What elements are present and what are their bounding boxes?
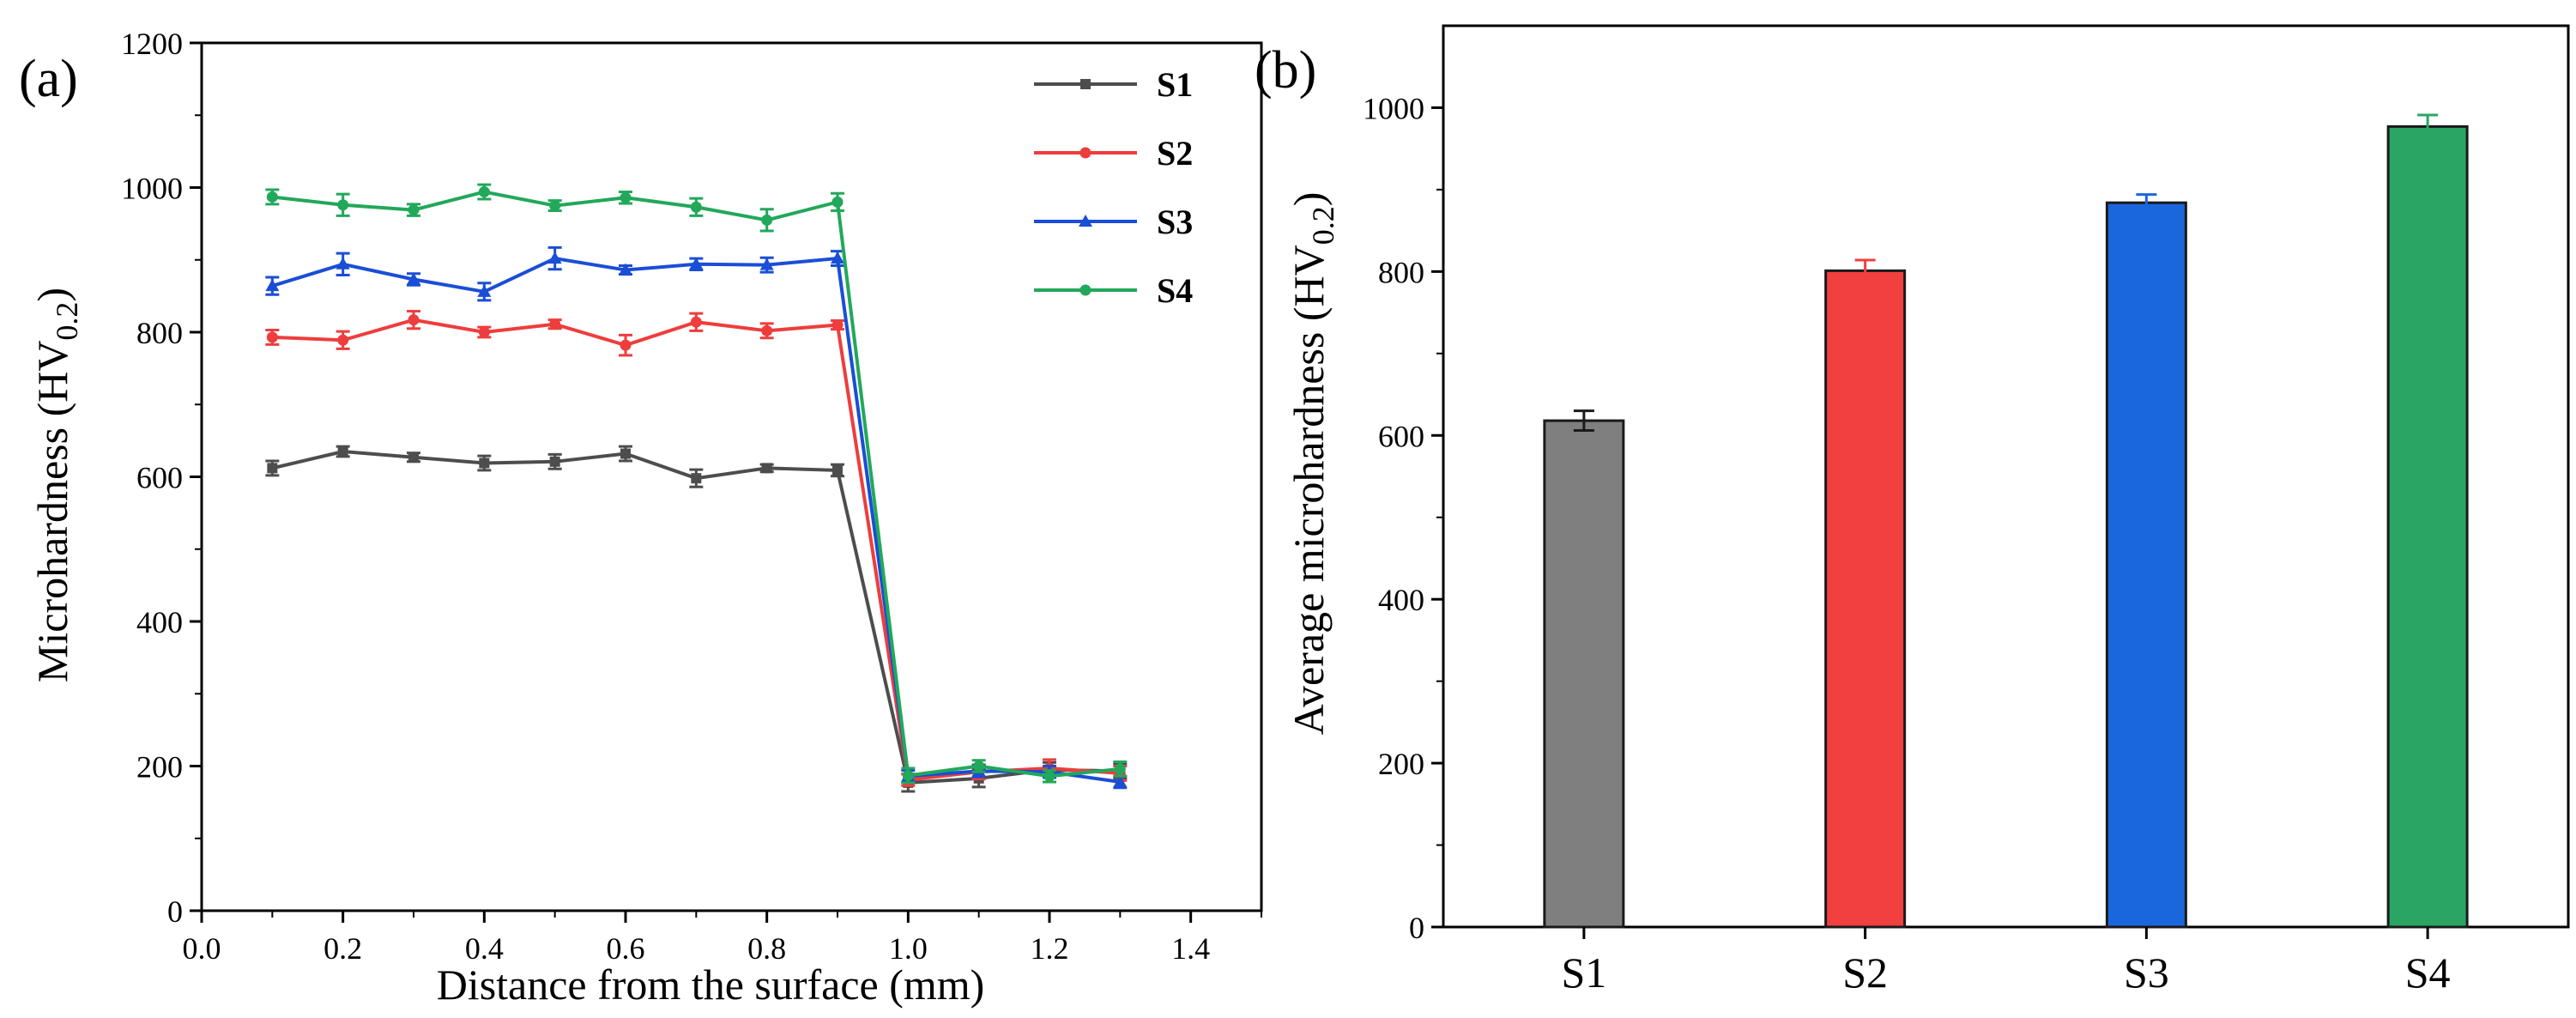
panel-a-ylabel-sub: 0.2 (50, 302, 84, 341)
panel-a-point-s3 (336, 257, 350, 270)
panel-a-point-s1 (691, 473, 702, 484)
panel-a-point-s3 (547, 251, 562, 264)
panel-b-ylabel-close: ) (1285, 192, 1333, 207)
panel-a-point-s2 (478, 326, 490, 338)
panel-a-xtick-label: 0.4 (465, 931, 504, 966)
panel-a-point-s3 (477, 284, 492, 297)
panel-a-point-s4 (1043, 770, 1055, 782)
panel-a-point-s2 (408, 314, 420, 326)
panel-a-ylabel-close: ) (28, 288, 76, 302)
panel-a-point-s4 (1079, 284, 1091, 296)
panel-a-series-line-s3 (271, 256, 1121, 785)
panel-a-xtick-label: 0.8 (747, 931, 786, 966)
panel-a-xtick-label: 0.0 (183, 931, 221, 966)
panel-b-bar-s2 (1824, 269, 1907, 929)
panel-b-ytick-label: 0 (1409, 911, 1424, 945)
panel-a-point-s3 (1079, 215, 1092, 227)
panel-a-xtick-label: 1.0 (889, 931, 928, 966)
panel-a-point-s2 (266, 331, 278, 343)
panel-a-ytick-label: 0 (167, 894, 183, 929)
panel-a-point-s4 (408, 204, 420, 216)
panel-a-point-s3 (407, 272, 420, 285)
panel-a-ytick-label: 1000 (121, 172, 183, 206)
panel-a-ylabel-main: Microhardness (HV (28, 341, 76, 683)
panel-b-ytick-label: 600 (1378, 419, 1424, 453)
panel-a-ytick-label: 1200 (121, 27, 183, 61)
panel-a-point-s4 (337, 199, 349, 211)
panel-a-point-s3 (1113, 775, 1128, 788)
panel-a-series-line-s2 (272, 318, 1121, 782)
panel-a-label: (a) (19, 50, 78, 108)
panel-a-point-s1 (620, 448, 631, 459)
panel-a-point-s1 (761, 463, 772, 474)
panel-a-xtick-label: 1.4 (1171, 931, 1210, 966)
panel-a-point-s2 (831, 319, 844, 331)
panel-a-point-s1 (1080, 79, 1091, 89)
panel-a-xtick-label: 1.2 (1031, 931, 1069, 966)
panel-a-xlabel: Distance from the surface (mm) (437, 960, 985, 1009)
panel-a-point-s2 (337, 334, 349, 346)
panel-b-ylabel-sub: 0.2 (1306, 206, 1340, 245)
panel-a-point-s2 (1079, 147, 1091, 159)
panel-a-point-s1 (832, 464, 843, 476)
panel-a-point-s3 (265, 279, 280, 292)
panel-b-ytick-label: 400 (1378, 583, 1424, 617)
panel-a-point-s4 (902, 769, 914, 781)
panel-a-point-s4 (266, 191, 278, 203)
panel-a-plot: 0 200 400 600 800 1000 1200 0.0 0.2 0.4 0.6 0.8 1.0 1… (121, 27, 1262, 966)
panel-a-point-s3 (759, 258, 774, 270)
panel-b-xtick-label-s2: S2 (1842, 948, 1888, 997)
panel-b-bar-s1 (1543, 419, 1625, 929)
panel-a-ytick-label: 800 (136, 316, 183, 350)
panel-a-point-s1 (337, 446, 348, 457)
panel-a-point-s2 (761, 324, 773, 336)
panel-a-point-s4 (973, 760, 985, 772)
panel-a-point-s4 (1114, 763, 1126, 775)
panel-a-ytick-label: 200 (136, 750, 183, 785)
panel-a-point-s4 (690, 201, 702, 213)
panel-a-point-s1 (408, 451, 419, 463)
panel-a-xtick-label: 0.6 (607, 931, 645, 966)
panel-a-point-s1 (549, 456, 560, 467)
panel-a-legend-label-s4: S4 (1157, 271, 1193, 310)
panel-a-point-s4 (831, 196, 844, 208)
panel-a-legend-label-s2: S2 (1157, 134, 1193, 173)
panel-a-point-s3 (689, 257, 704, 270)
panel-a-xtick-label: 0.2 (324, 931, 362, 966)
panel-b-ytick-label: 1000 (1363, 91, 1424, 125)
panel-a-ytick-label: 600 (136, 461, 183, 495)
panel-a-point-s2 (690, 316, 702, 328)
panel-a-legend-label-s3: S3 (1157, 203, 1193, 241)
panel-a-ytick-label: 400 (136, 605, 183, 639)
panel-b-plot: 0 200 400 600 800 1000 S1 S2 S3 S4 (1363, 91, 2469, 997)
panel-a-point-s4 (549, 200, 561, 212)
panel-a-point-s3 (619, 263, 632, 276)
panel-a-series-line-s1 (271, 449, 1121, 785)
panel-a-point-s3 (831, 251, 844, 264)
panel-a-point-s4 (761, 214, 773, 226)
panel-b-xtick-label-s4: S4 (2405, 948, 2451, 997)
panel-a-point-s4 (620, 191, 632, 203)
panel-b-ylabel: Average microhardness (HV0.2) (1285, 192, 1340, 736)
panel-a-point-s1 (479, 457, 490, 469)
panel-b-plot-frame (1442, 24, 2570, 929)
panel-a-point-s4 (478, 186, 490, 198)
panel-b-xtick-label-s3: S3 (2124, 948, 2169, 997)
panel-b-bar-s3 (2105, 201, 2187, 929)
panel-a-legend-label-s1: S1 (1157, 65, 1193, 104)
panel-b-ytick-label: 800 (1378, 255, 1424, 289)
panel-b-ytick-label: 200 (1378, 747, 1424, 781)
panel-b-xtick-label-s1: S1 (1561, 948, 1606, 997)
panel-b-bar-s4 (2386, 124, 2469, 929)
panel-b-ylabel-main: Average microhardness (HV (1285, 245, 1333, 735)
panel-a-point-s1 (267, 463, 278, 474)
panel-b-label: (b) (1255, 41, 1316, 100)
panel-a-point-s2 (620, 339, 632, 351)
panel-a-point-s2 (549, 318, 561, 330)
panel-a-ylabel: Microhardness (HV0.2) (28, 288, 84, 682)
